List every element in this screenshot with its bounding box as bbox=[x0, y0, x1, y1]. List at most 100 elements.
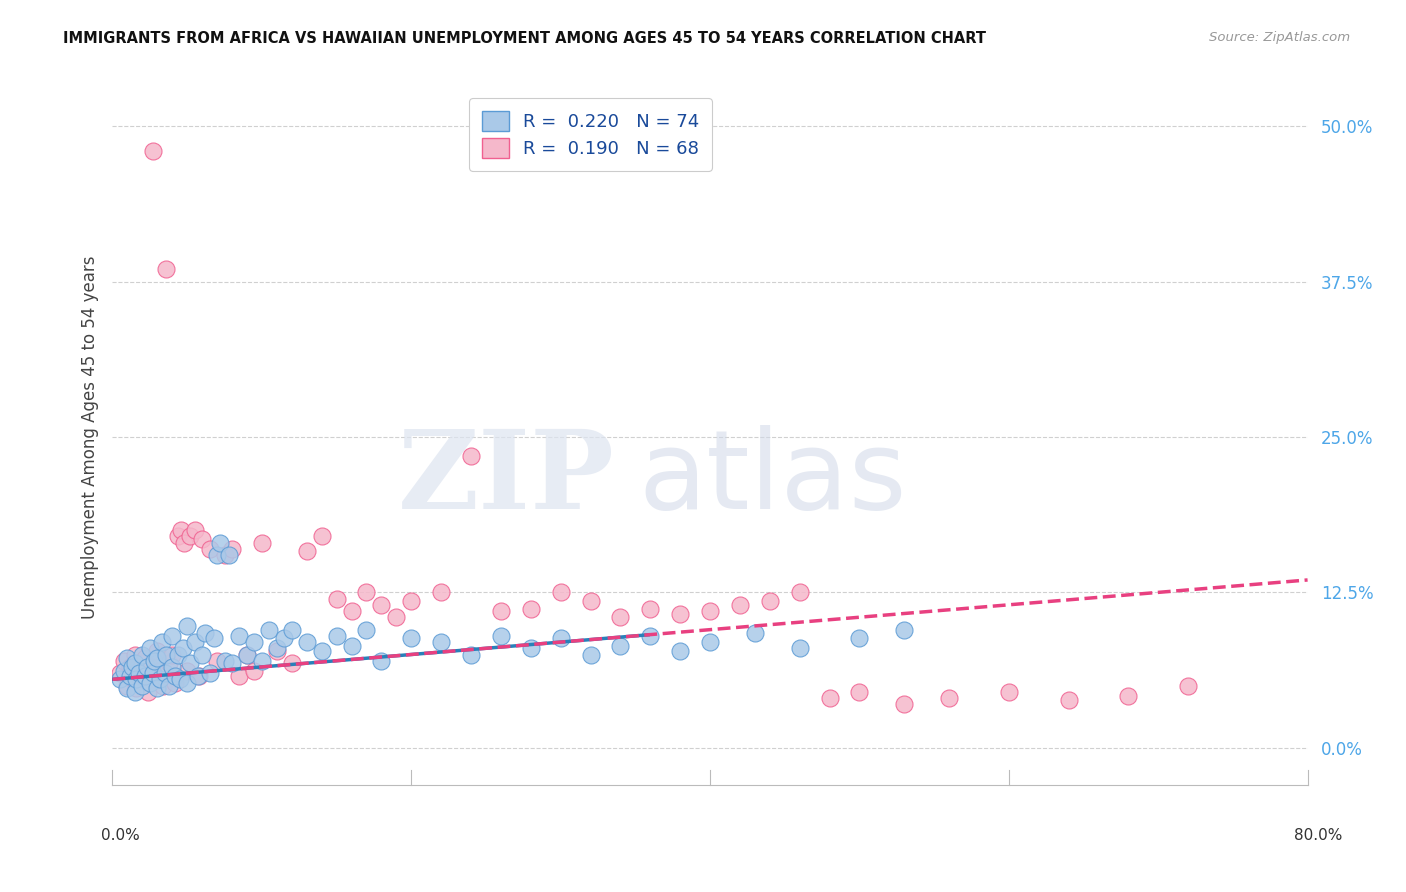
Point bbox=[155, 648, 177, 662]
Point bbox=[162, 660, 183, 674]
Point bbox=[1177, 679, 1199, 693]
Point bbox=[167, 529, 190, 543]
Point bbox=[121, 660, 143, 674]
Point bbox=[169, 673, 191, 687]
Text: ZIP: ZIP bbox=[398, 425, 614, 533]
Point bbox=[236, 648, 259, 662]
Point bbox=[198, 666, 221, 681]
Point bbox=[176, 619, 198, 633]
Point bbox=[340, 604, 363, 618]
Point bbox=[699, 635, 721, 649]
Point bbox=[142, 666, 165, 681]
Point bbox=[162, 648, 183, 662]
Point bbox=[114, 664, 135, 678]
Point bbox=[108, 673, 131, 687]
Point bbox=[893, 697, 915, 711]
Point bbox=[155, 262, 177, 277]
Point bbox=[122, 673, 145, 687]
Point bbox=[550, 585, 572, 599]
Point bbox=[152, 679, 174, 693]
Point bbox=[135, 660, 157, 674]
Point bbox=[214, 548, 236, 562]
Point bbox=[138, 685, 160, 699]
Point bbox=[128, 666, 150, 681]
Point bbox=[198, 541, 221, 556]
Point bbox=[259, 623, 281, 637]
Point bbox=[153, 666, 176, 681]
Point bbox=[430, 585, 453, 599]
Point bbox=[401, 594, 423, 608]
Point bbox=[250, 535, 273, 549]
Point bbox=[157, 657, 180, 671]
Point bbox=[170, 523, 193, 537]
Point bbox=[202, 632, 225, 646]
Point bbox=[228, 668, 250, 682]
Point bbox=[370, 598, 392, 612]
Point bbox=[149, 673, 172, 687]
Point bbox=[125, 681, 148, 695]
Point bbox=[131, 679, 153, 693]
Point bbox=[139, 676, 162, 690]
Point bbox=[744, 626, 766, 640]
Point bbox=[124, 648, 146, 662]
Point bbox=[311, 529, 333, 543]
Point bbox=[125, 673, 148, 687]
Point bbox=[128, 657, 150, 671]
Point bbox=[1057, 693, 1080, 707]
Point bbox=[243, 635, 266, 649]
Point bbox=[848, 685, 870, 699]
Point bbox=[209, 535, 232, 549]
Point bbox=[117, 679, 139, 693]
Point bbox=[149, 664, 172, 678]
Point bbox=[143, 654, 166, 668]
Point bbox=[401, 632, 423, 646]
Point bbox=[150, 635, 173, 649]
Point bbox=[295, 635, 318, 649]
Point bbox=[311, 644, 333, 658]
Point bbox=[266, 641, 288, 656]
Point bbox=[139, 660, 162, 674]
Point bbox=[165, 676, 187, 690]
Point bbox=[430, 635, 453, 649]
Point bbox=[131, 648, 153, 662]
Point bbox=[183, 635, 205, 649]
Point bbox=[191, 648, 214, 662]
Point bbox=[176, 676, 198, 690]
Point bbox=[520, 641, 543, 656]
Point bbox=[165, 668, 187, 682]
Point bbox=[699, 604, 721, 618]
Point bbox=[789, 585, 811, 599]
Point bbox=[191, 532, 214, 546]
Point bbox=[370, 654, 392, 668]
Point bbox=[188, 668, 211, 682]
Point bbox=[117, 651, 139, 665]
Point bbox=[108, 666, 131, 681]
Point bbox=[221, 541, 243, 556]
Point bbox=[281, 657, 304, 671]
Point bbox=[134, 668, 156, 682]
Text: Source: ZipAtlas.com: Source: ZipAtlas.com bbox=[1209, 31, 1350, 45]
Point bbox=[609, 639, 631, 653]
Point bbox=[848, 632, 870, 646]
Point bbox=[146, 651, 169, 665]
Text: 0.0%: 0.0% bbox=[101, 828, 141, 843]
Point bbox=[243, 664, 266, 678]
Point bbox=[139, 641, 162, 656]
Point bbox=[579, 648, 602, 662]
Point bbox=[789, 641, 811, 656]
Point bbox=[176, 664, 198, 678]
Point bbox=[124, 657, 146, 671]
Point bbox=[340, 639, 363, 653]
Point bbox=[221, 657, 243, 671]
Point bbox=[179, 657, 201, 671]
Point bbox=[356, 623, 378, 637]
Point bbox=[520, 601, 543, 615]
Point bbox=[609, 610, 631, 624]
Point bbox=[187, 668, 209, 682]
Point bbox=[146, 681, 169, 695]
Point bbox=[669, 644, 692, 658]
Point bbox=[114, 654, 135, 668]
Point bbox=[205, 548, 228, 562]
Point bbox=[460, 648, 482, 662]
Text: IMMIGRANTS FROM AFRICA VS HAWAIIAN UNEMPLOYMENT AMONG AGES 45 TO 54 YEARS CORREL: IMMIGRANTS FROM AFRICA VS HAWAIIAN UNEMP… bbox=[63, 31, 986, 46]
